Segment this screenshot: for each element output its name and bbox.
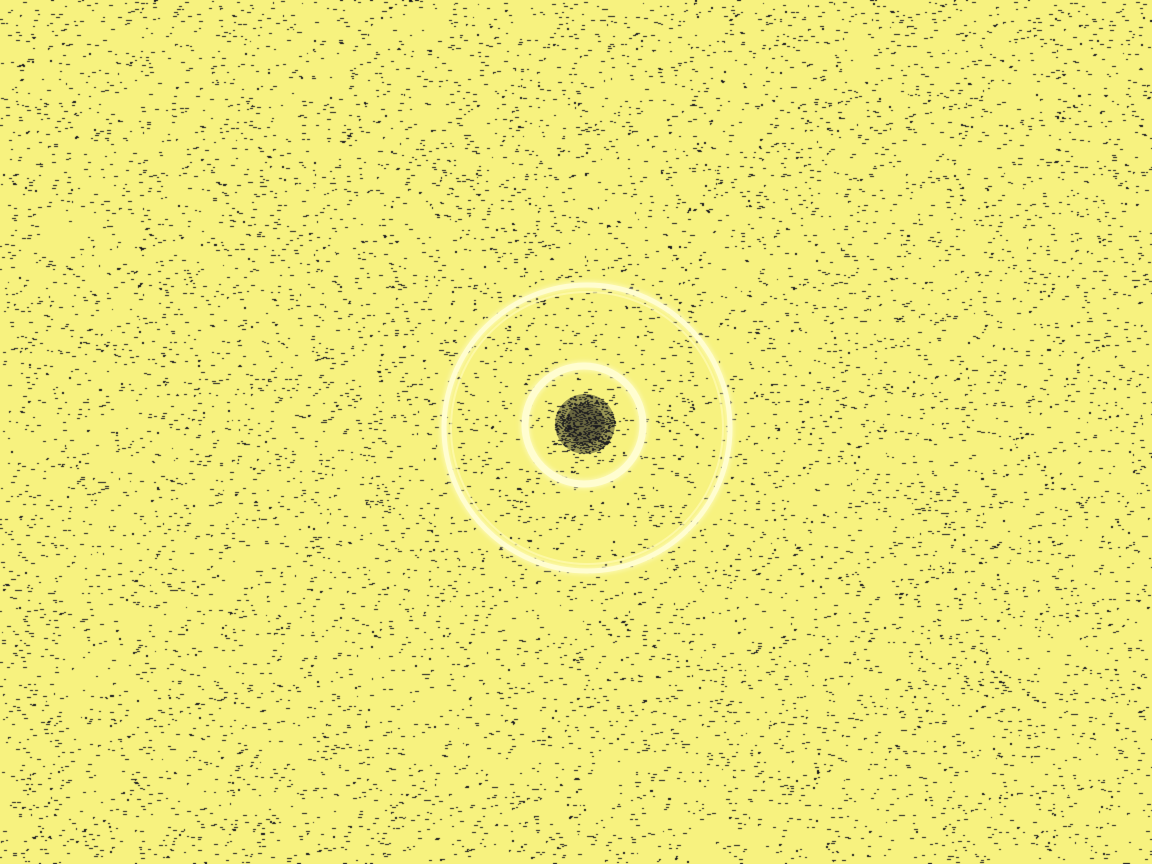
dark-core <box>555 394 615 454</box>
outer-ring <box>441 282 733 574</box>
outer-ring-inner-edge <box>450 291 724 565</box>
inner-ring <box>521 362 647 488</box>
